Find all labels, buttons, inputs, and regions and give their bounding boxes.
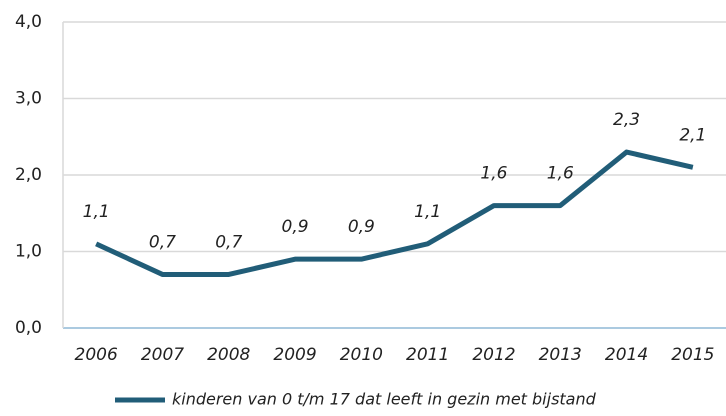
x-tick-label: 2014: [605, 345, 648, 365]
y-tick-label: 1,0: [15, 242, 42, 262]
series-line: [95, 149, 694, 277]
data-label: 1,1: [83, 202, 110, 222]
x-tick-label: 2013: [539, 345, 582, 365]
x-tick-label: 2009: [273, 345, 316, 365]
x-tick-label: 2015: [671, 345, 714, 365]
x-tick-label: 2010: [340, 345, 383, 365]
data-label: 1,6: [480, 164, 507, 184]
y-tick-label: 0,0: [15, 318, 42, 338]
data-label: 2,1: [679, 125, 706, 145]
data-label: 0,9: [348, 217, 375, 237]
x-tick-label: 2008: [207, 345, 250, 365]
x-tick-label: 2006: [75, 345, 118, 365]
x-tick-label: 2012: [472, 345, 515, 365]
data-label: 1,1: [414, 202, 441, 222]
data-label: 0,7: [215, 232, 242, 252]
y-tick-label: 4,0: [15, 12, 42, 32]
data-label: 1,6: [547, 164, 574, 184]
legend-label: kinderen van 0 t/m 17 dat leeft in gezin…: [172, 390, 597, 409]
data-label: 2,3: [613, 110, 640, 130]
y-tick-label: 2,0: [15, 165, 42, 185]
x-tick-label: 2011: [406, 345, 449, 365]
x-tick-label: 2007: [141, 345, 184, 365]
data-label: 0,9: [282, 217, 309, 237]
y-tick-label: 3,0: [15, 89, 42, 109]
data-label: 0,7: [149, 232, 176, 252]
